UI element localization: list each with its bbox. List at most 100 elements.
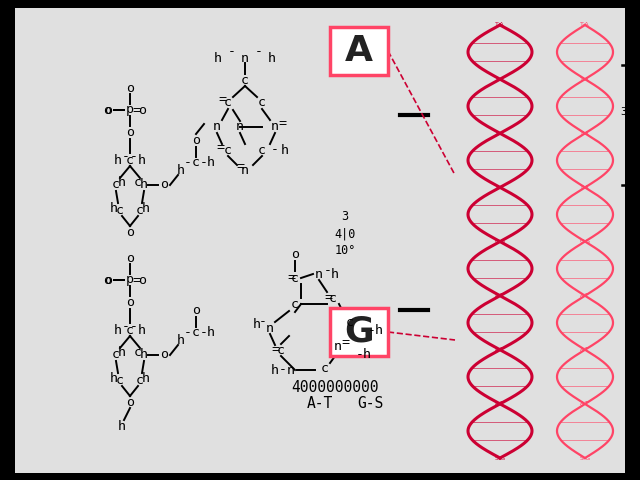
Text: =: = xyxy=(324,291,332,304)
Text: -: - xyxy=(184,326,192,339)
Text: c: c xyxy=(116,204,124,216)
Text: T-A: T-A xyxy=(495,185,505,190)
Text: G-S: G-S xyxy=(579,239,591,244)
Text: o: o xyxy=(103,274,111,287)
Text: o: o xyxy=(104,104,112,117)
Text: -: - xyxy=(259,315,267,328)
Text: A-T: A-T xyxy=(580,401,590,407)
Text: A-T: A-T xyxy=(307,396,333,410)
Text: o: o xyxy=(126,127,134,140)
Text: T-A: T-A xyxy=(495,131,505,136)
Text: h: h xyxy=(177,334,185,347)
Text: h: h xyxy=(110,202,118,215)
Text: o: o xyxy=(126,226,134,239)
Text: n: n xyxy=(266,322,274,335)
Text: S-G: S-G xyxy=(494,456,506,460)
Text: c: c xyxy=(329,291,337,304)
Text: o: o xyxy=(192,134,200,147)
Text: -: - xyxy=(356,348,364,361)
Text: c: c xyxy=(192,156,200,169)
Text: n: n xyxy=(287,363,295,376)
Text: h: h xyxy=(207,156,215,169)
Text: h: h xyxy=(118,347,126,360)
FancyBboxPatch shape xyxy=(330,27,388,75)
Text: =: = xyxy=(271,344,279,357)
Text: G: G xyxy=(344,315,374,349)
Text: h: h xyxy=(281,144,289,156)
Text: -: - xyxy=(255,46,263,59)
Text: h: h xyxy=(114,154,122,167)
Text: h: h xyxy=(207,326,215,339)
Text: -: - xyxy=(130,321,138,334)
Text: -: - xyxy=(200,326,208,339)
Text: h: h xyxy=(138,154,146,167)
Text: o: o xyxy=(126,82,134,95)
Text: h: h xyxy=(331,267,339,280)
Text: G-S: G-S xyxy=(495,239,506,244)
Text: n: n xyxy=(241,51,249,64)
Text: -: - xyxy=(324,264,332,277)
Text: h: h xyxy=(140,179,148,192)
Text: G-S: G-S xyxy=(357,396,383,410)
Text: h: h xyxy=(118,177,126,190)
Text: n: n xyxy=(315,267,323,280)
Text: A-T: A-T xyxy=(495,347,505,352)
Text: T-A: T-A xyxy=(580,77,590,82)
Text: h: h xyxy=(268,51,276,64)
Text: c: c xyxy=(291,299,299,312)
Text: -: - xyxy=(130,151,138,164)
Text: o: o xyxy=(192,304,200,317)
Text: =: = xyxy=(216,142,224,155)
Text: =: = xyxy=(132,105,140,118)
Text: c: c xyxy=(136,373,144,386)
Text: c: c xyxy=(112,179,120,192)
Text: c: c xyxy=(126,324,134,336)
Text: n: n xyxy=(271,120,279,133)
Text: h: h xyxy=(142,202,150,215)
Text: p: p xyxy=(126,104,134,117)
Text: =: = xyxy=(287,272,295,285)
Text: o: o xyxy=(103,104,111,117)
Text: A: A xyxy=(345,34,373,68)
Text: T-A: T-A xyxy=(580,23,590,27)
Text: T-A: T-A xyxy=(495,23,505,27)
Text: c: c xyxy=(277,344,285,357)
Text: c: c xyxy=(258,144,266,156)
Text: h: h xyxy=(140,348,148,361)
Text: c: c xyxy=(346,315,354,328)
Text: c: c xyxy=(224,96,232,109)
Text: A-T: A-T xyxy=(580,293,590,298)
Text: h: h xyxy=(118,420,126,433)
Text: h: h xyxy=(271,363,279,376)
Text: h: h xyxy=(110,372,118,384)
Text: S-G: S-G xyxy=(579,456,591,460)
Text: o: o xyxy=(160,348,168,361)
Text: A-T: A-T xyxy=(580,347,590,352)
Text: c: c xyxy=(116,373,124,386)
Text: -: - xyxy=(228,46,236,59)
Text: =: = xyxy=(132,275,140,288)
Text: h: h xyxy=(177,164,185,177)
Text: A-T: A-T xyxy=(495,401,505,407)
Text: o: o xyxy=(126,396,134,408)
Text: n: n xyxy=(213,120,221,133)
Text: c: c xyxy=(192,326,200,339)
Text: o: o xyxy=(126,297,134,310)
Text: n: n xyxy=(241,164,249,177)
Text: =: = xyxy=(218,94,226,107)
Text: =: = xyxy=(278,118,286,131)
Text: c: c xyxy=(224,144,232,156)
Text: h: h xyxy=(214,51,222,64)
Text: -: - xyxy=(184,156,192,169)
Text: 4000000000: 4000000000 xyxy=(291,380,379,395)
Text: p: p xyxy=(126,274,134,287)
Text: c: c xyxy=(241,73,249,86)
Text: -: - xyxy=(200,156,208,169)
Text: © JON LOMBERG: © JON LOMBERG xyxy=(5,199,15,281)
Text: c: c xyxy=(136,204,144,216)
Text: =: = xyxy=(341,336,349,349)
Text: c: c xyxy=(126,154,134,167)
Text: o: o xyxy=(138,274,146,287)
Text: o: o xyxy=(126,252,134,264)
Text: -: - xyxy=(271,144,279,156)
